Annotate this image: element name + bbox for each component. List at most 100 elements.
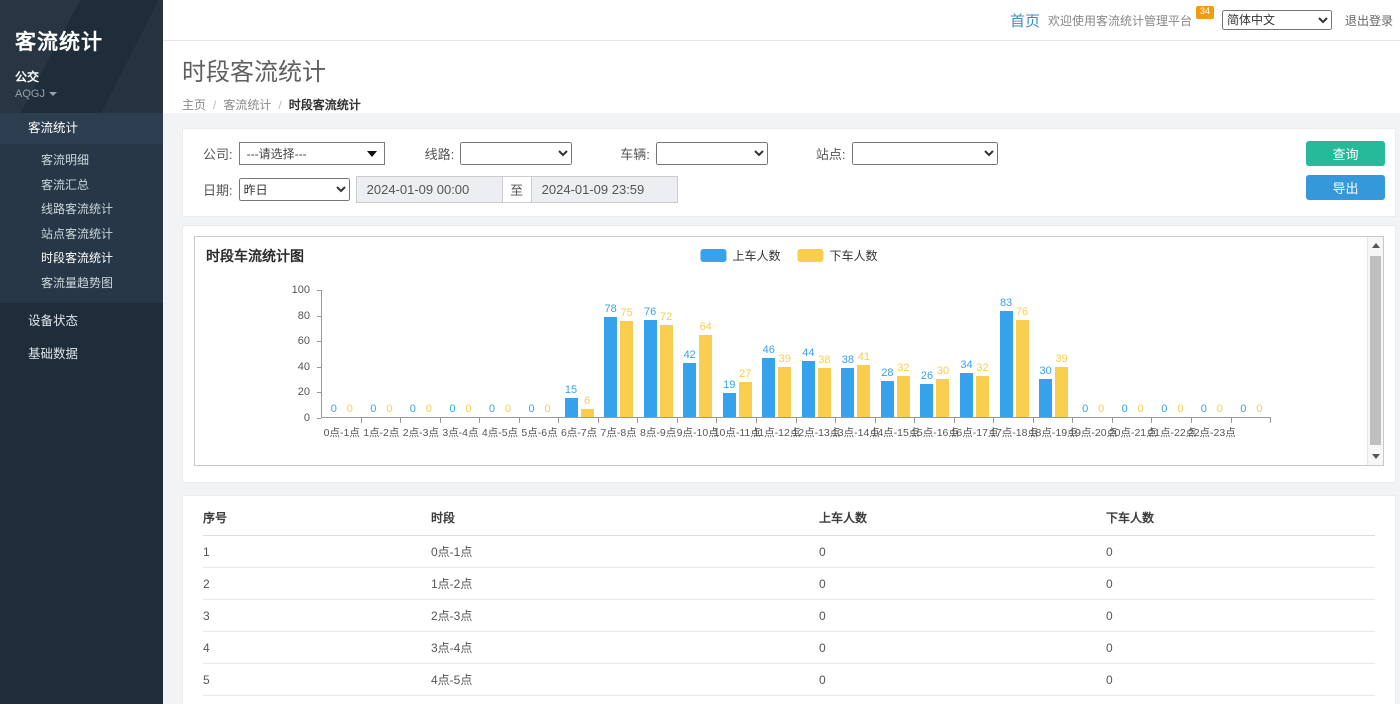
y-axis: 0 20 40 60 80 100 <box>195 284 321 424</box>
sidebar-section[interactable]: 设备状态 <box>28 314 79 328</box>
brand-block: 客流统计 公交 AQGJ <box>0 0 163 113</box>
stats-table: 序号 时段 上车人数 下车人数 1 0点-1点 0 0 2 1点-2点 0 0 3 2点-3点 0 0… <box>203 499 1375 704</box>
company-label: 公司: <box>203 147 233 162</box>
bar-group: 26 30 15点-16点 <box>911 290 959 439</box>
company-dropdown[interactable]: ---请选择--- <box>238 142 385 165</box>
line-label: 线路: <box>424 147 455 162</box>
breadcrumb-current: 时段客流统计 <box>288 98 361 112</box>
filter-panel: 公司: ---请选择--- 线路: 车辆: 站点: 日期: 昨日 <box>182 128 1396 217</box>
sidebar-item-passenger-stats[interactable]: 客流统计 <box>0 113 163 144</box>
breadcrumb-separator: / <box>278 97 282 112</box>
table-row: 65点-6点00 <box>203 695 1375 704</box>
bar-group: 0 0 22点-23点 <box>1188 290 1236 440</box>
sidebar-item[interactable]: 客流汇总 <box>41 177 90 192</box>
sidebar-item[interactable]: 线路客流统计 <box>41 202 114 216</box>
bar-group: 0 0 0点-1点 <box>322 290 362 439</box>
date-to-label: 至 <box>502 176 531 203</box>
bar-group: 46 39 11点-12点 <box>753 290 800 439</box>
breadcrumb: 主页 / 客流统计 / 时段客流统计 <box>182 96 1400 113</box>
table-row: 2 1点-2点 0 0 <box>203 567 1375 600</box>
chart-title: 时段车流统计图 <box>206 248 304 264</box>
page-title: 时段客流统计 <box>182 59 326 86</box>
sidebar-item[interactable]: 时段客流统计 <box>41 251 114 265</box>
bar-group: 76 72 8点-9点 <box>638 290 678 439</box>
chart-bars: 0 0 0点-1点 0 0 1点-2点 0 0 2点-3点 0 0 3点-4点 0 0 4点-5点 0 0 5点-… <box>321 290 1272 440</box>
col-header-alighting: 下车人数 <box>1106 499 1375 536</box>
legend-label: 上车人数 <box>732 249 781 263</box>
language-select[interactable]: 简体中文 <box>1221 10 1332 30</box>
legend-label: 下车人数 <box>829 249 878 263</box>
chart-box: 时段车流统计图 上车人数 下车人数 0 20 40 60 80 100 0 0 0点-1点 0 0… <box>194 236 1384 466</box>
date-from-input[interactable] <box>355 176 503 203</box>
table-header-row: 序号 时段 上车人数 下车人数 <box>203 499 1375 536</box>
table-row: 3 2点-3点 0 0 <box>203 599 1375 632</box>
topbar: 首页 欢迎使用客流统计管理平台 34 简体中文 退出登录 <box>163 0 1400 41</box>
bar-group: 0 0 4点-5点 <box>480 290 520 439</box>
main-area: 首页 欢迎使用客流统计管理平台 34 简体中文 退出登录 时段客流统计 主页 /… <box>163 0 1400 704</box>
bar-group: 0 0 3点-4点 <box>441 290 481 439</box>
bar-group: 44 38 12点-13点 <box>792 290 840 439</box>
company-dropdown-value: ---请选择--- <box>246 147 307 161</box>
legend-item-alighting[interactable]: 下车人数 <box>797 247 878 264</box>
scrollbar-thumb[interactable] <box>1370 256 1381 445</box>
export-button[interactable]: 导出 <box>1306 175 1385 200</box>
filter-row-2: 日期: 昨日 至 <box>203 176 1379 203</box>
sidebar-item[interactable]: 客流量趋势图 <box>41 275 114 290</box>
dropdown-arrow-icon <box>366 150 377 157</box>
date-preset-select[interactable]: 昨日 <box>238 178 350 201</box>
legend-swatch-blue <box>700 249 727 262</box>
vehicle-label: 车辆: <box>620 147 650 162</box>
sidebar-section[interactable]: 基础数据 <box>28 347 79 361</box>
col-header-boarding: 上车人数 <box>819 499 1106 536</box>
col-header-index: 序号 <box>203 499 431 536</box>
filter-buttons: 查询 导出 <box>1306 141 1385 200</box>
org-label: AQGJ <box>15 88 45 100</box>
table-row: 4 3点-4点 0 0 <box>203 631 1375 664</box>
sidebar: 客流统计 公交 AQGJ 客流统计 客流明细客流汇总线路客流统计 站点客流统计 时段… <box>0 0 163 704</box>
bar-group: 0 0 21点-22点 <box>1148 290 1196 440</box>
vehicle-select[interactable] <box>655 142 768 165</box>
brand-subtitle: 公交 <box>15 70 40 84</box>
bar-group: 0 0 2点-3点 <box>401 290 441 439</box>
bar-group: 38 41 13点-14点 <box>832 290 880 439</box>
chart-panel: 时段车流统计图 上车人数 下车人数 0 20 40 60 80 100 0 0 0点-1点 0 0… <box>182 225 1396 483</box>
page-content: 公司: ---请选择--- 线路: 车辆: 站点: 日期: 昨日 <box>163 113 1400 704</box>
station-select[interactable] <box>851 142 998 165</box>
welcome-text: 欢迎使用客流统计管理平台 <box>1047 13 1192 28</box>
chevron-down-icon <box>48 92 57 96</box>
query-button[interactable]: 查询 <box>1306 141 1385 166</box>
sidebar-submenu: 客流明细客流汇总线路客流统计 站点客流统计 时段客流统计 客流量趋势图 <box>0 144 163 303</box>
breadcrumb-home[interactable]: 主页 <box>182 98 207 112</box>
bar-group: 28 32 14点-15点 <box>871 290 919 439</box>
bar-group: 15 6 6点-7点 <box>559 290 599 439</box>
home-link[interactable]: 首页 <box>1009 12 1040 30</box>
scroll-up-icon[interactable] <box>1368 238 1383 253</box>
notification-badge[interactable]: 34 <box>1195 6 1214 19</box>
logout-link[interactable]: 退出登录 <box>1344 13 1393 28</box>
sidebar-item[interactable]: 站点客流统计 <box>41 226 114 241</box>
table-body: 1 0点-1点 0 0 2 1点-2点 0 0 3 2点-3点 0 0 4 3点-4点 0 0 5 4点-5点 0 0… <box>203 535 1375 704</box>
bar-group: 19 27 10点-11点 <box>714 290 761 439</box>
date-label: 日期: <box>203 183 233 198</box>
bar-group: 0 0 1点-2点 <box>362 290 402 439</box>
date-to-input[interactable] <box>530 176 678 203</box>
legend-item-boarding[interactable]: 上车人数 <box>700 247 781 264</box>
filter-row-1: 公司: ---请选择--- 线路: 车辆: 站点: <box>203 142 1379 165</box>
page-header: 时段客流统计 主页 / 客流统计 / 时段客流统计 <box>163 41 1400 113</box>
chart-scrollbar[interactable] <box>1367 237 1383 465</box>
scroll-down-icon[interactable] <box>1368 449 1383 464</box>
bar-group: 30 39 18点-19点 <box>1030 290 1078 439</box>
bar-group: 0023点-24点 <box>1232 290 1272 423</box>
table-row: 1 0点-1点 0 0 <box>203 535 1375 568</box>
col-header-period: 时段 <box>431 499 819 536</box>
legend-swatch-yellow <box>797 249 824 262</box>
line-select[interactable] <box>460 142 573 165</box>
sidebar-sections: 设备状态 基础数据 <box>0 305 163 371</box>
breadcrumb-section[interactable]: 客流统计 <box>223 98 272 112</box>
station-label: 站点: <box>815 147 846 162</box>
bar-group: 0 0 19点-20点 <box>1069 290 1117 440</box>
org-selector[interactable]: AQGJ <box>15 88 163 100</box>
sidebar-item[interactable]: 客流明细 <box>41 153 90 167</box>
breadcrumb-separator: / <box>213 97 217 112</box>
